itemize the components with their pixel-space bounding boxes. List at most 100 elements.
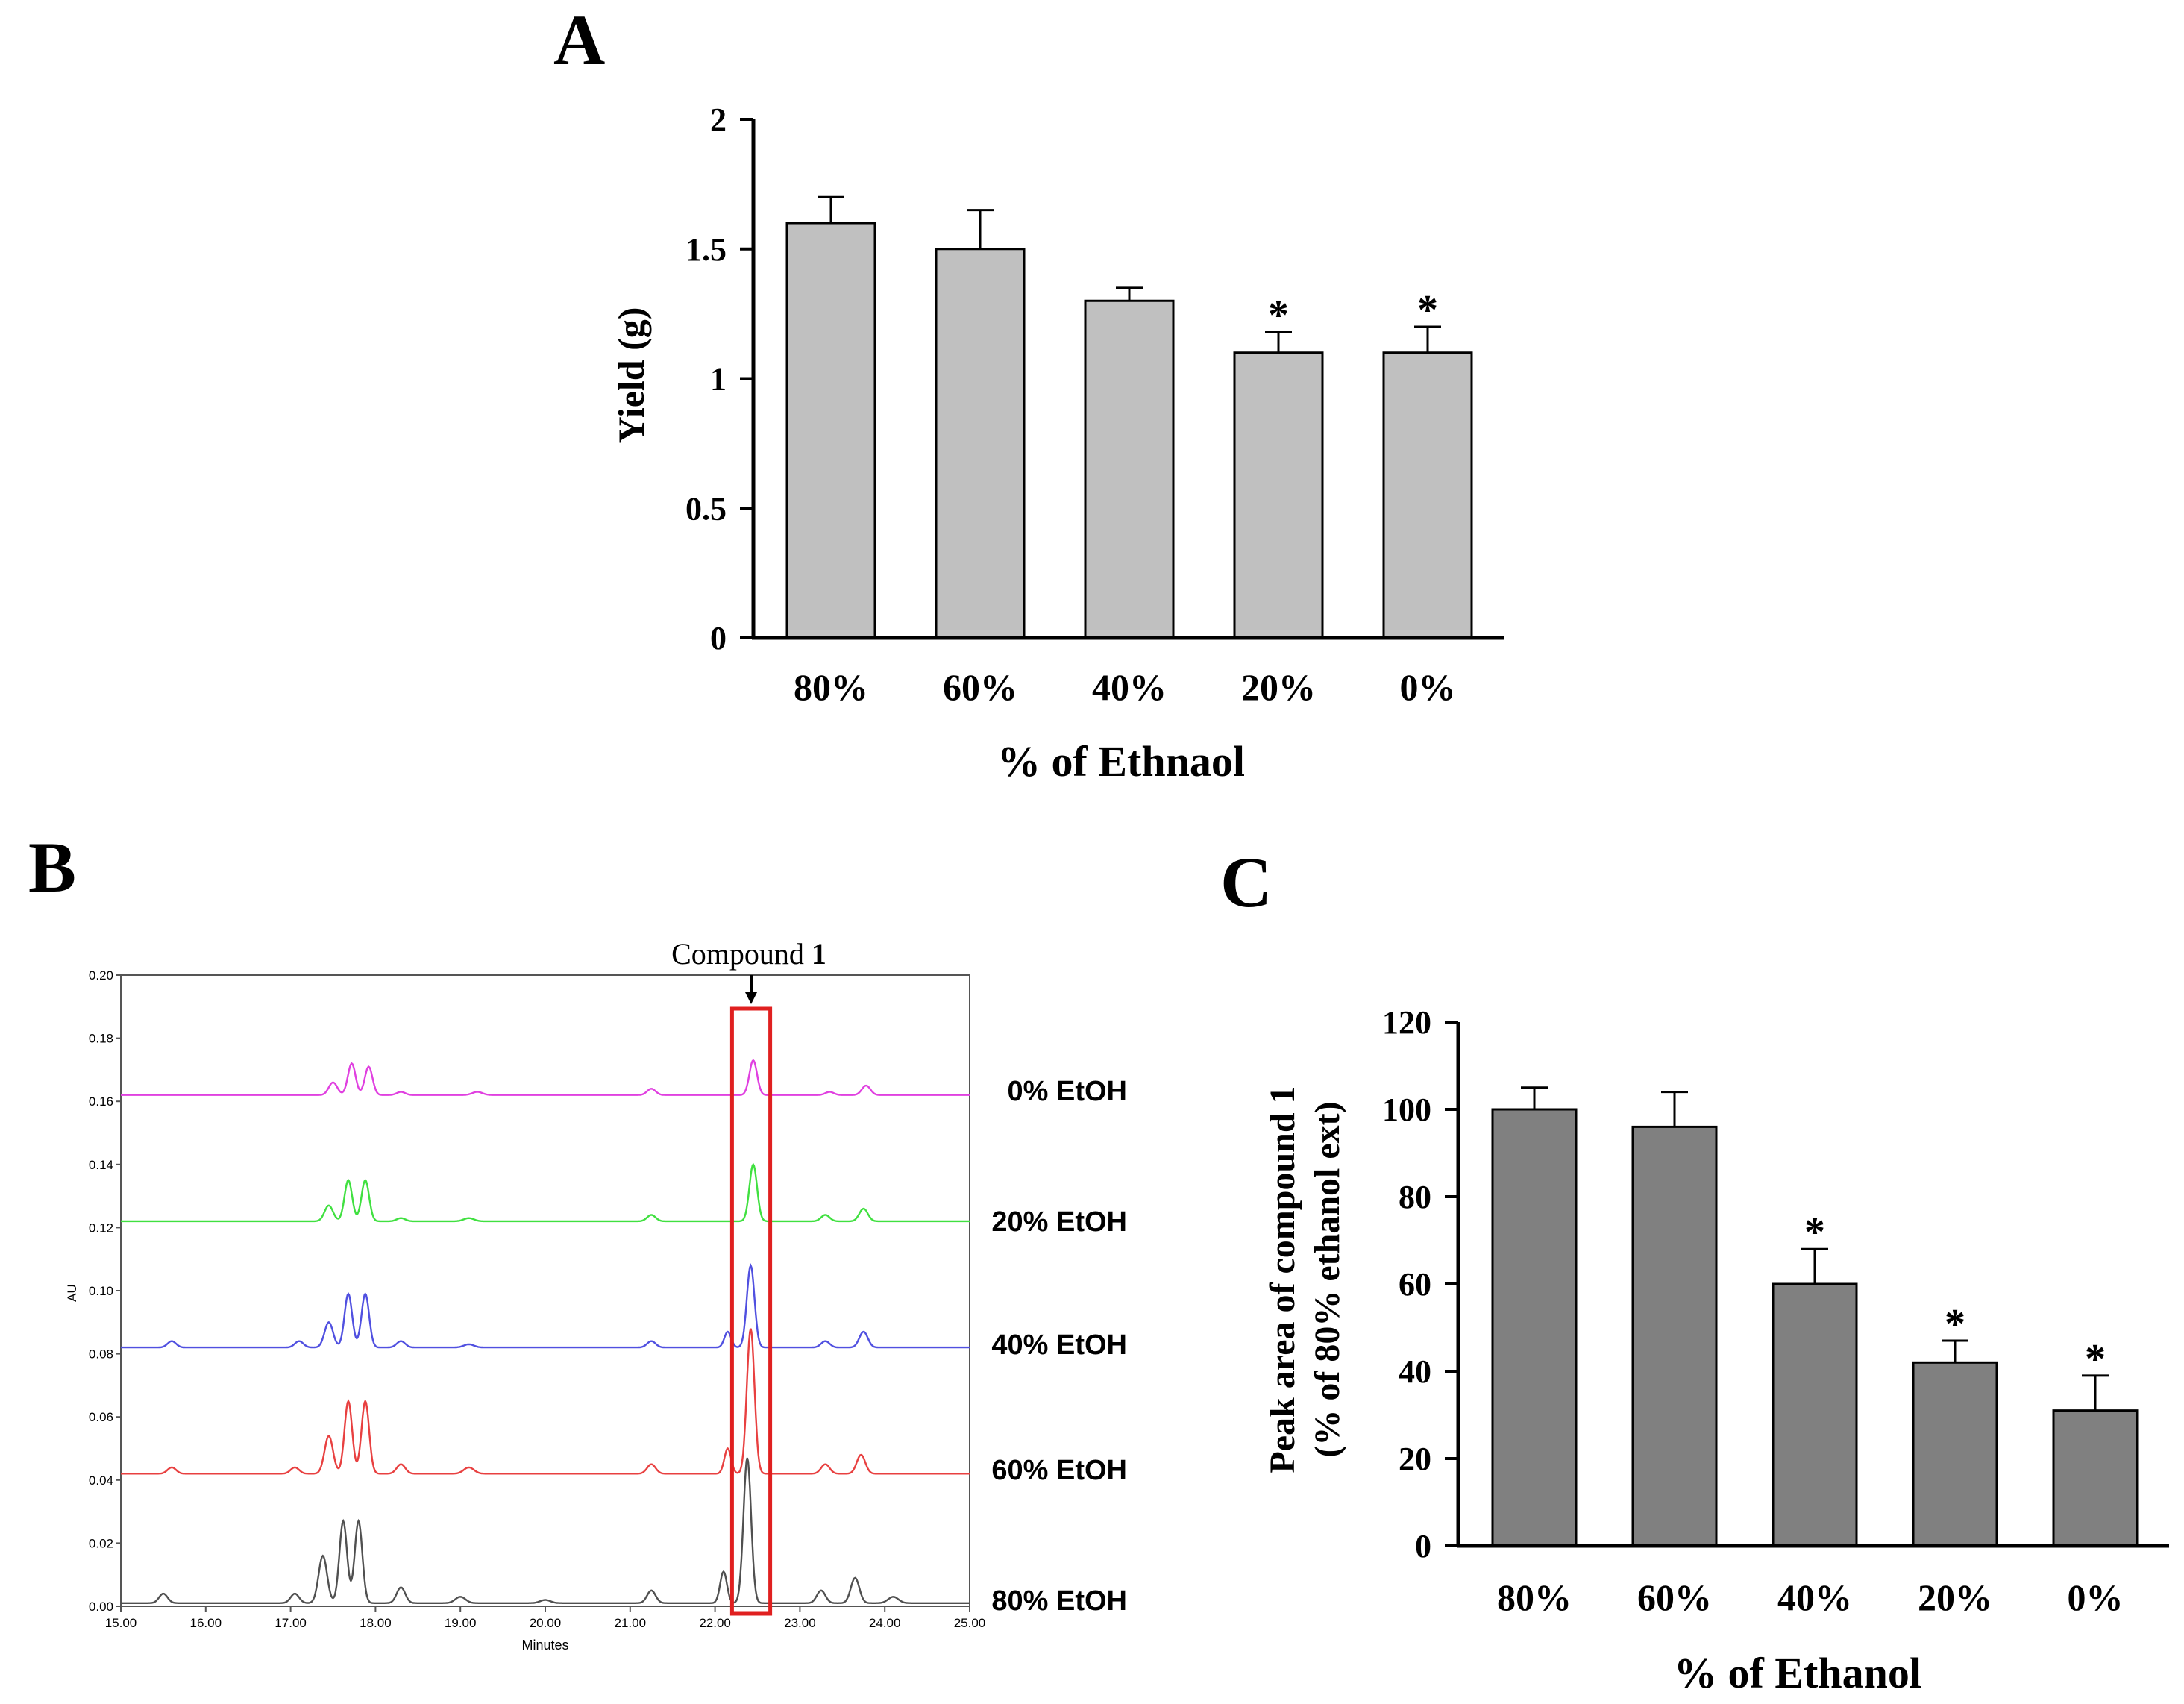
- chart-b-series-label-2: 40% EtOH: [991, 1329, 1127, 1361]
- chart-a-x-tick-2: 40%: [1092, 666, 1167, 708]
- chart-c-significance-3: *: [1945, 1301, 1965, 1347]
- chart-c-significance-4: *: [2085, 1336, 2106, 1382]
- chart-c-bar-4: [2052, 1409, 2138, 1547]
- chart-b-y-tick-label-4: 0.08: [89, 1347, 113, 1362]
- chart-b-y-tick-label-10: 0.20: [89, 968, 113, 983]
- chart-a-error-bars: [818, 195, 1441, 353]
- chart-c-peak-area: * * * 0 20 40 60 80 100 120 80% 60% 40% 20% 0% Peak …: [1263, 1004, 2169, 1697]
- compound-1-annotation-text: Compound: [671, 937, 812, 971]
- chart-a-yield: * * 00.511.52 80% 60% 40% 20% 0% Yield (g) % …: [610, 101, 1504, 786]
- chart-b-series-label-3: 60% EtOH: [991, 1455, 1127, 1486]
- chart-c-y-tick-label-4: 80: [1399, 1179, 1431, 1215]
- chart-b-y-ticks: 0.00 0.02 0.04 0.06 0.08 0.10 0.12 0.14 0.16 0.18…: [89, 968, 121, 1614]
- chart-c-significance-2: *: [1804, 1209, 1825, 1256]
- chart-b-x-tick-label-3: 18.00: [360, 1616, 392, 1630]
- panel-label-a: A: [553, 0, 605, 80]
- chart-b-y-axis-label: AU: [65, 1284, 79, 1302]
- chart-b-x-tick-label-5: 20.00: [530, 1616, 562, 1630]
- chart-a-bars: [785, 222, 1473, 639]
- chart-a-x-tick-1: 60%: [943, 666, 1017, 708]
- chart-c-x-tick-2: 40%: [1777, 1576, 1852, 1618]
- chart-c-x-tick-1: 60%: [1637, 1576, 1712, 1618]
- chart-b-x-ticks: 15.00 16.00 17.00 18.00 19.00 20.00 21.00 22.00…: [105, 1606, 986, 1630]
- chart-a-significance-3: *: [1268, 292, 1289, 339]
- chart-c-y-axis-label: Peak area of compound 1: [1263, 1086, 1302, 1473]
- chart-c-y-tick-label-1: 20: [1399, 1441, 1431, 1477]
- chart-c-x-tick-3: 20%: [1918, 1576, 1992, 1618]
- chart-c-significance-marks: * * *: [1804, 1209, 2106, 1382]
- chart-b-x-tick-label-8: 23.00: [784, 1616, 816, 1630]
- chart-b-x-tick-label-9: 24.00: [869, 1616, 901, 1630]
- chart-c-bar-1: [1631, 1125, 1718, 1547]
- chart-c-y-tick-label-6: 120: [1382, 1004, 1431, 1041]
- chart-c-y-tick-label-5: 100: [1382, 1091, 1431, 1128]
- compound-1-annotation-number: 1: [812, 937, 826, 971]
- chart-a-y-tick-label-0: 0: [710, 620, 727, 657]
- chart-c-bars: [1491, 1108, 2138, 1547]
- chart-b-y-tick-label-1: 0.02: [89, 1536, 113, 1550]
- chart-b-y-tick-label-2: 0.04: [89, 1473, 113, 1488]
- chart-a-x-tick-4: 0%: [1400, 666, 1456, 708]
- chart-b-trace-2: [121, 1263, 970, 1349]
- chart-c-bar-2: [1772, 1282, 1858, 1547]
- chart-b-x-tick-label-1: 16.00: [190, 1616, 222, 1630]
- compound-1-annotation: Compound 1: [671, 937, 826, 971]
- chart-c-y-tick-label-2: 40: [1399, 1353, 1431, 1390]
- chart-c-y-tick-label-3: 60: [1399, 1266, 1431, 1303]
- chart-b-trace-0: [121, 1457, 970, 1604]
- chart-b-y-tick-label-3: 0.06: [89, 1410, 113, 1424]
- chart-c-bar-3: [1912, 1361, 1998, 1547]
- chart-b-y-tick-label-7: 0.14: [89, 1158, 113, 1172]
- chart-c-x-tick-4: 0%: [2068, 1576, 2124, 1618]
- chart-c-y-axis-label-2: (% of 80% ethanol ext): [1308, 1101, 1347, 1457]
- chart-b-y-tick-label-6: 0.12: [89, 1221, 113, 1235]
- chart-b-traces: [121, 1059, 970, 1604]
- chart-a-y-tick-label-4: 2: [710, 101, 727, 138]
- chart-a-bar-3: [1233, 351, 1324, 639]
- chart-b-series-labels: 0% EtOH 20% EtOH 40% EtOH 60% EtOH 80% EtOH: [991, 1076, 1127, 1617]
- chart-c-x-tick-0: 80%: [1497, 1576, 1572, 1618]
- panel-label-c: C: [1220, 842, 1272, 922]
- chart-b-x-tick-label-6: 21.00: [615, 1616, 647, 1630]
- chart-b-y-tick-label-8: 0.16: [89, 1094, 113, 1109]
- chart-a-bar-1: [935, 248, 1026, 639]
- chart-a-x-tick-3: 20%: [1241, 666, 1316, 708]
- chart-a-significance-marks: * *: [1268, 287, 1438, 339]
- chart-c-y-tick-label-0: 0: [1415, 1528, 1431, 1564]
- chart-b-y-tick-label-5: 0.10: [89, 1284, 113, 1298]
- chart-b-trace-3: [121, 1162, 970, 1223]
- chart-a-x-tick-labels: 80% 60% 40% 20% 0%: [794, 666, 1456, 708]
- chart-b-plot-frame: [120, 974, 970, 1607]
- chart-a-y-axis-label: Yield (g): [610, 307, 652, 444]
- chart-b-x-tick-label-7: 22.00: [699, 1616, 731, 1630]
- chart-b-x-tick-label-4: 19.00: [445, 1616, 477, 1630]
- chart-a-bar-2: [1084, 299, 1175, 639]
- chart-b-y-tick-label-9: 0.18: [89, 1032, 113, 1046]
- compound-1-arrow: [745, 975, 757, 1004]
- chart-b-x-axis-label: Minutes: [521, 1638, 568, 1653]
- chart-a-bar-0: [785, 222, 876, 639]
- compound-1-highlight-box: [729, 1006, 773, 1616]
- chart-a-x-axis-label: % of Ethnaol: [997, 737, 1245, 786]
- chart-a-y-tick-label-1: 0.5: [685, 490, 727, 527]
- chart-b-trace-4: [121, 1059, 970, 1096]
- chart-b-x-tick-label-10: 25.00: [954, 1616, 986, 1630]
- chart-a-y-tick-label-2: 1: [710, 361, 727, 398]
- chart-a-y-tick-label-3: 1.5: [685, 231, 727, 268]
- chart-a-x-tick-0: 80%: [794, 666, 868, 708]
- chart-a-significance-4: *: [1417, 287, 1438, 333]
- chart-c-y-ticks: 0 20 40 60 80 100 120: [1382, 1004, 1458, 1564]
- chart-c-x-tick-labels: 80% 60% 40% 20% 0%: [1497, 1576, 2124, 1618]
- chart-b-series-label-1: 20% EtOH: [991, 1206, 1127, 1238]
- chart-b-chromatogram: 0.00 0.02 0.04 0.06 0.08 0.10 0.12 0.14 0.16 0.18…: [65, 937, 1127, 1653]
- chart-b-trace-1: [121, 1328, 970, 1475]
- panel-label-b: B: [28, 827, 76, 907]
- chart-b-series-label-4: 80% EtOH: [991, 1585, 1127, 1617]
- chart-a-y-ticks: 0 0.5 1 1.5 2: [685, 101, 753, 657]
- chart-c-error-bars: [1521, 1086, 2109, 1411]
- chart-c-bar-0: [1491, 1108, 1578, 1547]
- chart-b-series-label-0: 0% EtOH: [1008, 1076, 1127, 1107]
- chart-c-x-axis-label: % of Ethanol: [1674, 1649, 1921, 1697]
- chart-a-bar-4: [1382, 351, 1473, 639]
